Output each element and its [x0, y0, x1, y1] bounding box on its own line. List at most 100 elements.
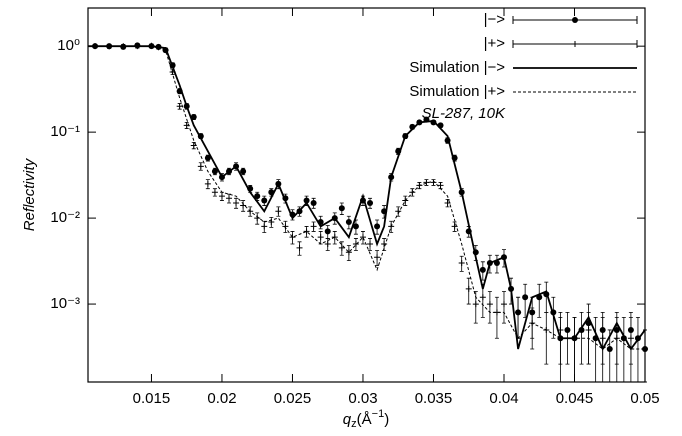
data-point — [211, 189, 218, 196]
data-point — [303, 228, 310, 235]
data-point — [374, 254, 381, 261]
x-axis-label: qz(Å−1) — [343, 408, 389, 430]
data-point — [331, 234, 338, 241]
data-point — [465, 285, 472, 292]
error-bar — [480, 283, 485, 318]
error-bar — [643, 329, 647, 383]
data-point — [190, 113, 197, 120]
data-point — [338, 205, 345, 212]
data-point — [211, 168, 218, 175]
x-tick-label: 0.04 — [489, 390, 518, 407]
error-bar — [572, 316, 577, 383]
legend-label: |−> — [484, 11, 506, 28]
x-tick-label: 0.02 — [207, 390, 236, 407]
data-point — [359, 234, 366, 241]
error-bar — [593, 316, 598, 383]
data-point — [345, 219, 352, 226]
error-bar — [635, 316, 640, 383]
data-point — [261, 223, 268, 230]
y-axis-label: Reflectivity — [21, 157, 38, 231]
data-point — [233, 199, 240, 206]
data-point — [367, 240, 374, 247]
data-point — [324, 240, 331, 247]
x-tick-label: 0.045 — [556, 390, 594, 407]
legend-marker — [572, 17, 578, 23]
data-point — [430, 179, 437, 186]
x-label-end: ) — [384, 411, 389, 428]
data-point — [367, 199, 374, 206]
error-bar — [614, 316, 619, 383]
data-point — [197, 163, 204, 170]
error-bar — [621, 316, 626, 383]
x-tick-label: 0.025 — [274, 390, 312, 407]
data-point — [585, 326, 592, 333]
error-bar — [607, 329, 612, 383]
data-point — [352, 240, 359, 247]
data-point — [500, 301, 507, 308]
legend-label: |+> — [484, 35, 506, 52]
data-point — [204, 155, 211, 162]
data-point — [296, 244, 303, 251]
data-point — [261, 197, 268, 204]
legend-label: Simulation |+> — [409, 83, 505, 100]
data-point — [479, 294, 486, 301]
legend-label: Simulation |−> — [409, 59, 505, 76]
data-point — [254, 215, 261, 222]
x-label-sub: z — [351, 418, 357, 430]
plot-frame — [87, 7, 646, 383]
data-point — [190, 142, 197, 149]
annotation: SL-287, 10K — [422, 105, 506, 122]
data-point — [240, 168, 247, 175]
error-bar — [501, 291, 506, 324]
data-point — [627, 335, 634, 342]
legend-marker — [572, 41, 578, 47]
data-point — [226, 195, 233, 202]
error-bar — [579, 311, 584, 365]
data-point — [515, 309, 522, 316]
data-point — [303, 197, 310, 204]
error-bar — [530, 307, 535, 350]
data-point — [444, 199, 451, 206]
data-point — [606, 346, 613, 353]
x-label-rest: (Å — [357, 411, 372, 428]
error-bar — [537, 283, 542, 318]
data-point — [345, 249, 352, 256]
data-point — [486, 301, 493, 308]
data-point — [338, 244, 345, 251]
x-tick-label: 0.03 — [348, 390, 377, 407]
data-point — [472, 301, 479, 308]
error-bar — [487, 291, 492, 324]
error-bar — [494, 296, 499, 339]
y-tick-label: 10⁻² — [50, 209, 80, 226]
x-tick-label: 0.015 — [133, 390, 171, 407]
data-point — [479, 266, 486, 273]
data-point — [204, 180, 211, 187]
data-point — [409, 189, 416, 196]
data-point — [310, 199, 317, 206]
data-point — [176, 103, 183, 110]
data-point — [437, 182, 444, 189]
data-point — [324, 228, 331, 235]
data-point — [289, 234, 296, 241]
x-label-main: q — [343, 411, 352, 428]
error-bar — [544, 311, 549, 365]
data-point — [381, 240, 388, 247]
simulation-line — [88, 45, 645, 350]
x-tick-label: 0.05 — [630, 390, 659, 407]
y-tick-label: 10⁻¹ — [50, 123, 80, 140]
x-label-sup: −1 — [372, 408, 385, 420]
error-bar — [523, 283, 528, 318]
data-point — [352, 223, 359, 230]
data-point — [599, 335, 606, 342]
data-point — [254, 193, 261, 200]
data-point — [317, 234, 324, 241]
data-point — [275, 208, 282, 215]
data-point — [564, 326, 571, 333]
data-point — [218, 193, 225, 200]
y-tick-label: 10⁻³ — [50, 295, 80, 312]
data-point — [374, 223, 381, 230]
data-point — [458, 260, 465, 267]
data-point — [310, 223, 317, 230]
